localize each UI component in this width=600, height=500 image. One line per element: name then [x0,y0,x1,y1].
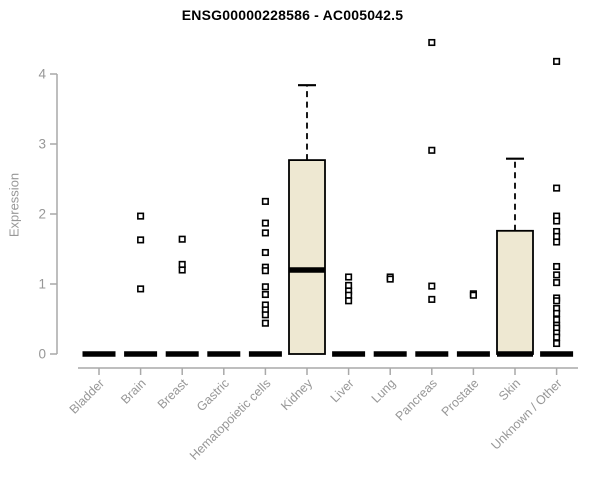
category-label: Brain [118,376,149,407]
outlier-point [178,235,186,243]
outlier-point [553,279,561,287]
outlier-point [261,290,269,299]
outlier-point [553,217,561,225]
outlier-point [428,282,436,290]
outlier-point [261,197,269,205]
outlier-point [178,266,186,274]
outlier-point [428,38,436,47]
chart-title: ENSG00000228586 - AC005042.5 [181,7,404,23]
category-label: Gastric [194,376,232,414]
outlier-point [386,275,394,283]
outlier-point [469,291,477,299]
outlier-point [178,260,186,268]
outlier-point [345,291,353,299]
outlier-point [137,285,145,293]
outlier-point [261,319,269,327]
category-label: Unknown / Other [488,376,564,452]
category-label: Pancreas [393,376,440,423]
category-label: Skin [496,376,523,403]
median-line [497,351,533,357]
outlier-point [261,248,269,257]
outlier-point [345,297,353,305]
outlier-point [261,219,269,227]
zero-bar [415,351,449,357]
zero-bar [373,351,407,357]
box [288,159,326,355]
category-label: Hematopoietic cells [187,376,274,463]
y-tick-label: 1 [38,277,46,292]
y-tick-label: 4 [38,67,46,82]
outlier-point [261,283,269,291]
zero-bar [248,351,282,357]
category-label: Bladder [67,376,107,416]
zero-bar [207,351,241,357]
y-tick-label: 2 [38,207,46,222]
box [496,229,534,355]
y-tick-label: 0 [38,347,46,362]
outlier-point [261,311,269,319]
outlier-point [553,57,561,65]
y-tick-label: 3 [38,137,46,152]
outlier-point [261,229,269,237]
outlier-point [553,297,561,305]
category-label: Breast [155,376,191,412]
zero-bar [124,351,158,357]
category-label: Lung [369,376,399,406]
zero-bar [165,351,199,357]
outlier-point [428,146,436,154]
outlier-point [553,262,561,271]
outlier-point [345,281,353,289]
outlier-point [261,267,269,275]
category-label: Kidney [278,376,315,413]
outlier-point [345,273,353,281]
category-label: Prostate [439,376,482,419]
zero-bar [540,351,574,357]
median-line [289,267,325,273]
outlier-point [137,212,145,220]
category-label: Liver [328,376,357,405]
outlier-point [553,184,561,192]
zero-bar [332,351,366,357]
outlier-point [553,316,561,324]
outlier-point [137,236,145,244]
outlier-point [553,333,561,341]
outlier-point [553,309,561,317]
outlier-point [553,339,561,348]
zero-bar [82,351,116,357]
outlier-point [553,232,561,240]
outlier-point [553,271,561,279]
outlier-point [428,295,436,303]
zero-bar [456,351,490,357]
outlier-point [553,238,561,246]
